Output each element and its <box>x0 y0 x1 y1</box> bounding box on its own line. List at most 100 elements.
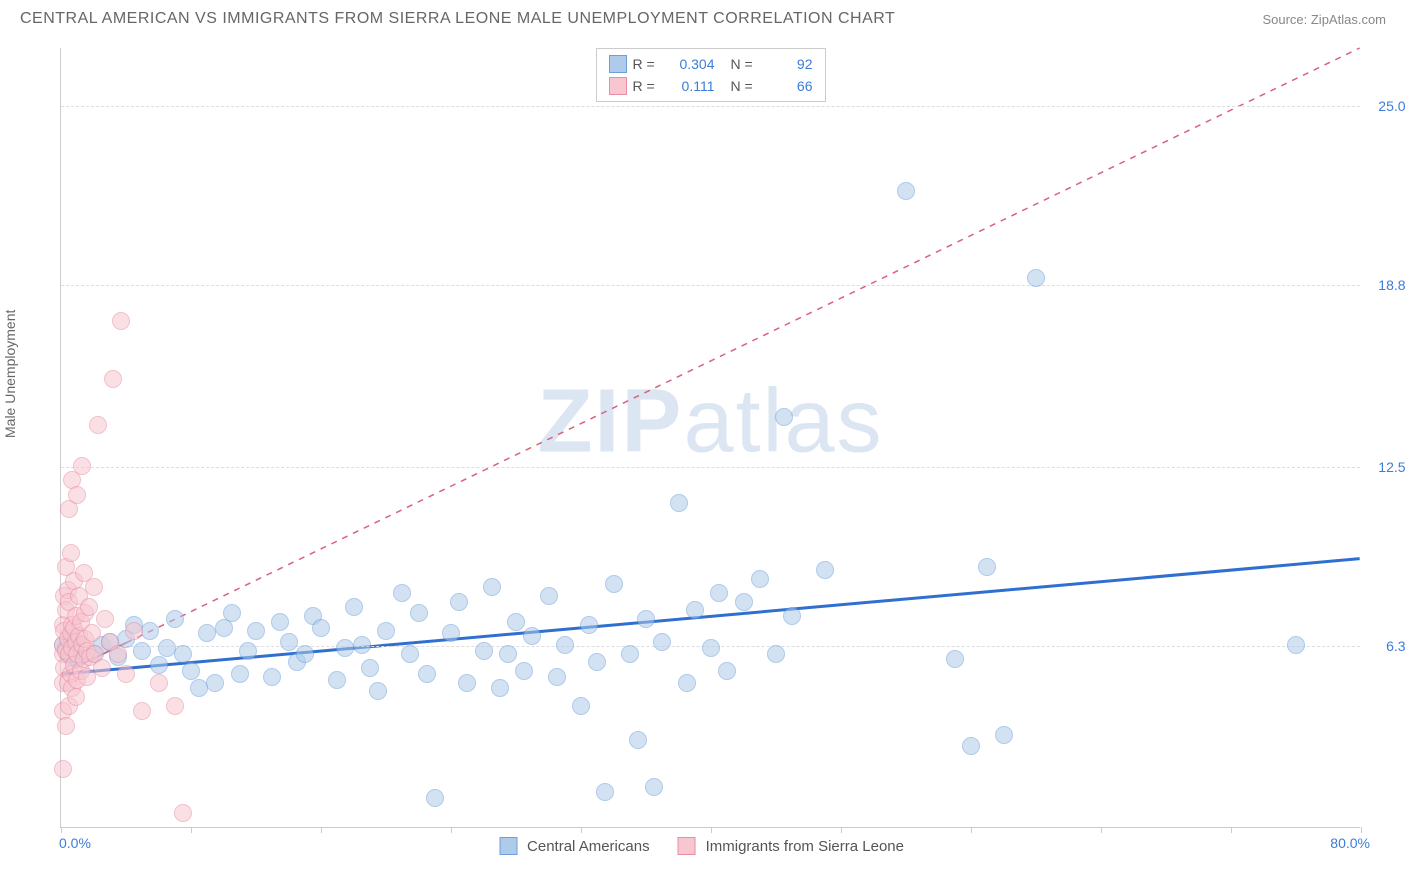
data-point <box>475 642 493 660</box>
data-point <box>751 570 769 588</box>
x-axis-min-label: 0.0% <box>59 835 91 851</box>
x-tick <box>971 827 972 833</box>
data-point <box>280 633 298 651</box>
legend-series-label: Central Americans <box>527 838 650 855</box>
data-point <box>426 789 444 807</box>
legend-swatch <box>499 837 517 855</box>
data-point <box>231 665 249 683</box>
data-point <box>816 561 834 579</box>
data-point <box>483 578 501 596</box>
data-point <box>775 408 793 426</box>
data-point <box>572 697 590 715</box>
y-tick-label: 25.0% <box>1378 98 1406 114</box>
data-point <box>369 682 387 700</box>
data-point <box>767 645 785 663</box>
data-point <box>336 639 354 657</box>
chart-plot-area: ZIPatlas R =0.304N =92R =0.111N =66 0.0%… <box>60 48 1360 828</box>
legend-swatch <box>609 77 627 95</box>
data-point <box>109 645 127 663</box>
trend-lines-svg <box>61 48 1360 827</box>
legend-n-value: 66 <box>765 75 813 97</box>
data-point <box>166 610 184 628</box>
data-point <box>104 370 122 388</box>
data-point <box>491 679 509 697</box>
data-point <box>1027 269 1045 287</box>
data-point <box>150 656 168 674</box>
data-point <box>418 665 436 683</box>
legend-r-label: R = <box>633 75 661 97</box>
legend-correlation-row: R = 0.304 N = 92 <box>609 53 813 75</box>
y-tick-label: 12.5% <box>1378 459 1406 475</box>
legend-r-value: 0.304 <box>667 53 715 75</box>
data-point <box>80 598 98 616</box>
data-point <box>596 783 614 801</box>
data-point <box>540 587 558 605</box>
data-point <box>96 610 114 628</box>
data-point <box>361 659 379 677</box>
data-point <box>653 633 671 651</box>
data-point <box>548 668 566 686</box>
data-point <box>166 697 184 715</box>
chart-header: CENTRAL AMERICAN VS IMMIGRANTS FROM SIER… <box>0 0 1406 32</box>
data-point <box>410 604 428 622</box>
data-point <box>458 674 476 692</box>
data-point <box>312 619 330 637</box>
data-point <box>401 645 419 663</box>
data-point <box>271 613 289 631</box>
y-tick-label: 6.3% <box>1386 638 1406 654</box>
data-point <box>515 662 533 680</box>
trend-line-dashed <box>126 48 1359 643</box>
data-point <box>345 598 363 616</box>
data-point <box>182 662 200 680</box>
data-point <box>686 601 704 619</box>
y-tick-label: 18.8% <box>1378 277 1406 293</box>
data-point <box>239 642 257 660</box>
legend-correlation: R =0.304N =92R =0.111N =66 <box>596 48 826 102</box>
x-tick <box>1101 827 1102 833</box>
data-point <box>93 659 111 677</box>
x-tick <box>1361 827 1362 833</box>
data-point <box>206 674 224 692</box>
data-point <box>223 604 241 622</box>
legend-n-label: N = <box>731 53 759 75</box>
x-axis-max-label: 80.0% <box>1330 835 1370 851</box>
data-point <box>393 584 411 602</box>
legend-swatch <box>609 55 627 73</box>
data-point <box>499 645 517 663</box>
data-point <box>718 662 736 680</box>
gridline <box>61 467 1360 468</box>
data-point <box>263 668 281 686</box>
data-point <box>247 622 265 640</box>
data-point <box>556 636 574 654</box>
data-point <box>133 702 151 720</box>
watermark: ZIPatlas <box>537 370 883 473</box>
legend-series: Central AmericansImmigrants from Sierra … <box>499 837 922 855</box>
data-point <box>117 665 135 683</box>
legend-n-value: 92 <box>765 53 813 75</box>
data-point <box>174 645 192 663</box>
gridline <box>61 106 1360 107</box>
data-point <box>588 653 606 671</box>
data-point <box>978 558 996 576</box>
legend-n-label: N = <box>731 75 759 97</box>
legend-r-label: R = <box>633 53 661 75</box>
x-tick <box>841 827 842 833</box>
x-tick <box>711 827 712 833</box>
x-tick <box>191 827 192 833</box>
data-point <box>450 593 468 611</box>
data-point <box>62 544 80 562</box>
data-point <box>377 622 395 640</box>
data-point <box>89 416 107 434</box>
x-tick <box>451 827 452 833</box>
legend-correlation-row: R =0.111N =66 <box>609 75 813 97</box>
data-point <box>150 674 168 692</box>
data-point <box>442 624 460 642</box>
data-point <box>946 650 964 668</box>
x-tick <box>321 827 322 833</box>
data-point <box>141 622 159 640</box>
chart-title: CENTRAL AMERICAN VS IMMIGRANTS FROM SIER… <box>20 10 895 28</box>
chart-source: Source: ZipAtlas.com <box>1262 12 1386 27</box>
x-tick <box>581 827 582 833</box>
data-point <box>962 737 980 755</box>
data-point <box>702 639 720 657</box>
